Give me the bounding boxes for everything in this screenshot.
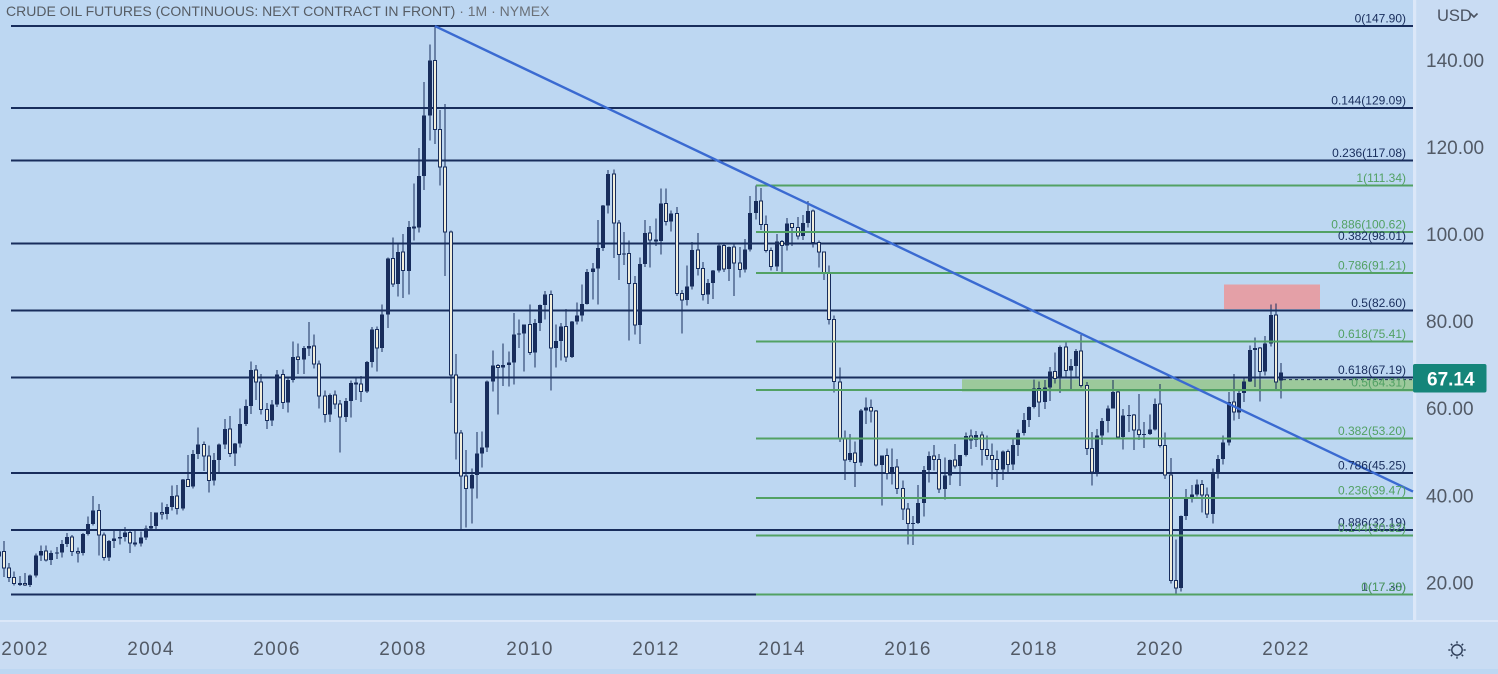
svg-text:40.00: 40.00: [1426, 486, 1474, 507]
svg-text:0.5(64.31): 0.5(64.31): [1351, 376, 1406, 390]
svg-text:0.5(82.60): 0.5(82.60): [1351, 296, 1406, 310]
svg-text:80.00: 80.00: [1426, 312, 1474, 333]
svg-text:2016: 2016: [884, 639, 931, 660]
svg-text:2012: 2012: [632, 639, 679, 660]
svg-text:0.786(45.25): 0.786(45.25): [1338, 458, 1406, 472]
svg-text:0.886(32.19): 0.886(32.19): [1338, 515, 1406, 529]
svg-text:2006: 2006: [253, 639, 300, 660]
svg-text:0.618(67.19): 0.618(67.19): [1338, 363, 1406, 377]
svg-text:2008: 2008: [379, 639, 426, 660]
svg-text:1(17.30): 1(17.30): [1361, 580, 1406, 594]
svg-text:0.618(75.41): 0.618(75.41): [1338, 327, 1406, 341]
svg-text:0(17.28): 0(17.28): [1361, 580, 1406, 594]
svg-text:2018: 2018: [1010, 639, 1057, 660]
svg-text:100.00: 100.00: [1426, 225, 1484, 246]
svg-text:2020: 2020: [1136, 639, 1183, 660]
svg-text:0.144(129.09): 0.144(129.09): [1331, 94, 1406, 108]
svg-text:0.886(100.62): 0.886(100.62): [1331, 217, 1406, 231]
svg-text:67.14: 67.14: [1427, 370, 1475, 391]
svg-text:0.786(91.21): 0.786(91.21): [1338, 258, 1406, 272]
svg-text:2004: 2004: [127, 639, 174, 660]
svg-text:0.382(98.01): 0.382(98.01): [1338, 229, 1406, 243]
svg-text:0.236(39.47): 0.236(39.47): [1338, 484, 1406, 498]
svg-text:0.382(53.20): 0.382(53.20): [1338, 424, 1406, 438]
svg-text:120.00: 120.00: [1426, 138, 1484, 159]
svg-text:USD: USD: [1437, 7, 1472, 25]
svg-text:0.144(30.82): 0.144(30.82): [1338, 521, 1406, 535]
svg-text:2014: 2014: [758, 639, 805, 660]
svg-text:0.236(117.08): 0.236(117.08): [1332, 146, 1406, 160]
svg-text:CRUDE OIL FUTURES (CONTINUOUS:: CRUDE OIL FUTURES (CONTINUOUS: NEXT CONT…: [6, 3, 550, 19]
svg-text:1(111.34): 1(111.34): [1356, 171, 1406, 185]
svg-text:20.00: 20.00: [1426, 573, 1474, 594]
svg-text:0(147.90): 0(147.90): [1355, 12, 1406, 26]
svg-text:2022: 2022: [1262, 639, 1309, 660]
svg-text:140.00: 140.00: [1426, 51, 1484, 72]
svg-text:2010: 2010: [506, 639, 553, 660]
svg-text:2002: 2002: [1, 639, 48, 660]
svg-text:60.00: 60.00: [1426, 399, 1474, 420]
